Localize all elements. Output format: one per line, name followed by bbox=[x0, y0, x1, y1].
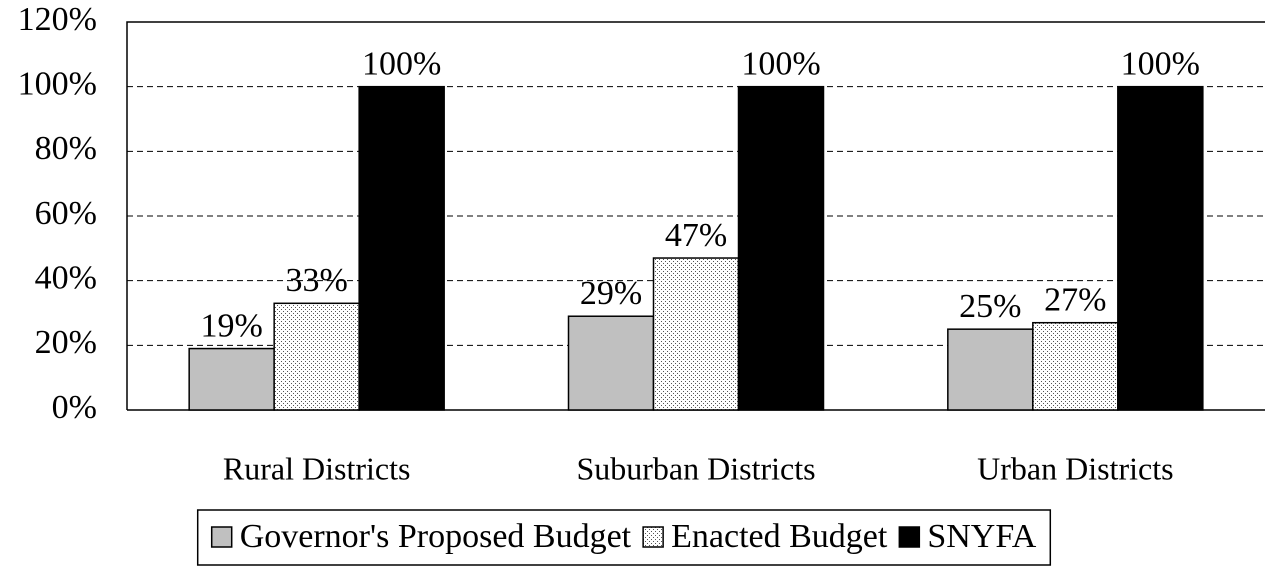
x-tick-label: Rural Districts bbox=[223, 450, 411, 486]
bar bbox=[652, 257, 740, 411]
legend-swatch bbox=[642, 526, 664, 548]
bar bbox=[947, 328, 1034, 411]
legend-swatch bbox=[898, 526, 921, 548]
bar bbox=[188, 347, 275, 411]
data-label: 100% bbox=[741, 45, 820, 82]
y-tick-label: 20% bbox=[35, 324, 97, 361]
data-label: 47% bbox=[665, 217, 727, 254]
data-label: 29% bbox=[580, 275, 642, 312]
legend-swatch bbox=[210, 526, 233, 548]
plot-frame bbox=[126, 21, 1265, 410]
bar bbox=[273, 302, 360, 411]
y-tick-label: 60% bbox=[35, 195, 97, 232]
bar bbox=[737, 85, 825, 411]
data-label: 27% bbox=[1044, 281, 1106, 318]
bar bbox=[567, 315, 655, 411]
legend-label: Governor's Proposed Budget bbox=[240, 518, 632, 555]
legend-label: Enacted Budget bbox=[671, 518, 888, 555]
data-label: 33% bbox=[286, 262, 348, 299]
bar bbox=[358, 85, 445, 411]
data-label: 100% bbox=[362, 45, 441, 82]
bar bbox=[1032, 321, 1119, 411]
data-label: 19% bbox=[201, 307, 263, 344]
x-tick-label: Urban Districts bbox=[977, 450, 1173, 486]
y-tick-label: 120% bbox=[18, 1, 97, 38]
y-tick-label: 40% bbox=[35, 259, 97, 296]
y-tick-label: 0% bbox=[52, 389, 97, 426]
legend-label: SNYFA bbox=[927, 518, 1036, 555]
y-tick-label: 80% bbox=[35, 130, 97, 167]
data-label: 100% bbox=[1121, 45, 1200, 82]
data-label: 25% bbox=[959, 288, 1021, 325]
bar bbox=[1117, 85, 1204, 411]
x-tick-label: Suburban Districts bbox=[576, 450, 815, 486]
y-tick-label: 100% bbox=[18, 65, 97, 102]
